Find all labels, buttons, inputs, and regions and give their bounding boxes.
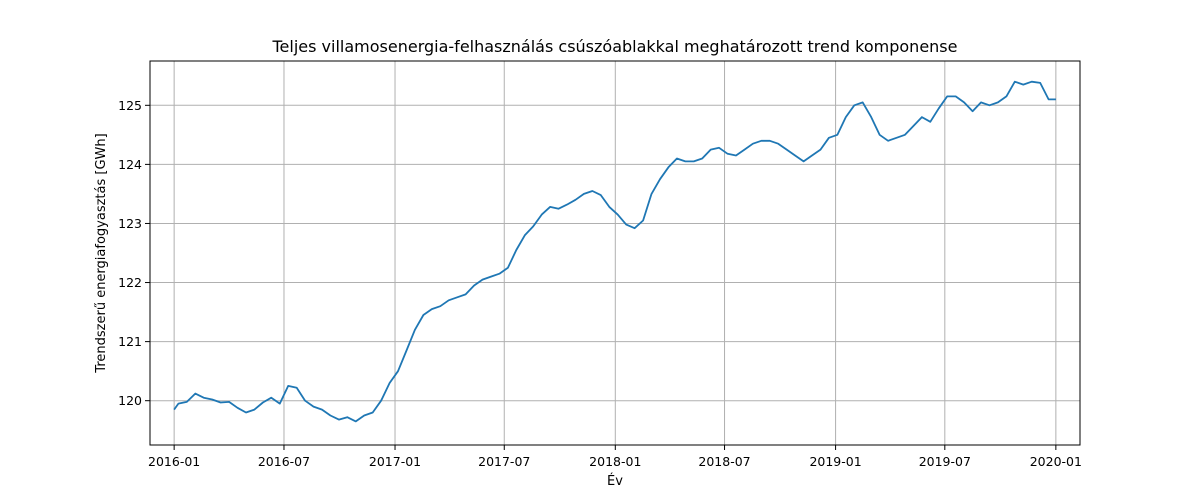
x-tick-label: 2016-01 (148, 454, 200, 469)
y-axis-label: Trendszerű energiafogyasztás [GWh] (94, 133, 109, 373)
x-tick-label: 2019-01 (809, 454, 861, 469)
x-tick-label: 2019-07 (919, 454, 971, 469)
y-tick-label: 120 (118, 393, 142, 408)
x-tick-label: 2020-01 (1030, 454, 1082, 469)
x-axis-label: Év (607, 473, 623, 489)
y-tick-label: 121 (118, 334, 142, 349)
y-tick-label: 123 (118, 216, 142, 231)
series-layer (173, 80, 1056, 423)
x-tick-label: 2017-01 (369, 454, 421, 469)
y-tick-label: 125 (118, 98, 142, 113)
grid (150, 61, 1080, 445)
x-tick-label: 2018-01 (589, 454, 641, 469)
y-tick-label: 124 (118, 157, 142, 172)
x-tick-label: 2017-07 (478, 454, 530, 469)
y-tick-label: 122 (118, 275, 142, 290)
chart-title: Teljes villamosenergia-felhasználás csús… (272, 37, 958, 56)
x-tick-label: 2016-07 (258, 454, 310, 469)
x-tick-label: 2018-07 (698, 454, 750, 469)
x-axis: 2016-01 2016-07 2017-01 2017-07 2018-01 2018-… (148, 445, 1082, 469)
series-line (173, 80, 1056, 423)
y-axis: 120 121 122 123 124 125 (118, 98, 150, 408)
